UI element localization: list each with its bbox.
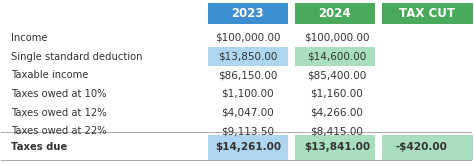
FancyBboxPatch shape (208, 3, 288, 24)
Text: $14,600.00: $14,600.00 (307, 51, 366, 62)
Text: Taxable income: Taxable income (11, 70, 88, 80)
FancyBboxPatch shape (295, 47, 374, 66)
Text: Taxes due: Taxes due (11, 142, 67, 152)
Text: $1,160.00: $1,160.00 (310, 89, 364, 99)
Text: Taxes owed at 10%: Taxes owed at 10% (11, 89, 106, 99)
Text: $100,000.00: $100,000.00 (304, 33, 370, 43)
Text: $9,113.50: $9,113.50 (221, 126, 274, 136)
FancyBboxPatch shape (208, 135, 288, 160)
Text: Taxes owed at 12%: Taxes owed at 12% (11, 108, 106, 117)
Text: $86,150.00: $86,150.00 (218, 70, 277, 80)
Text: $100,000.00: $100,000.00 (215, 33, 281, 43)
Text: $4,266.00: $4,266.00 (310, 108, 364, 117)
FancyBboxPatch shape (295, 135, 374, 160)
Text: 2023: 2023 (232, 7, 264, 20)
Text: Income: Income (11, 33, 47, 43)
Text: TAX CUT: TAX CUT (400, 7, 456, 20)
FancyBboxPatch shape (295, 3, 374, 24)
FancyBboxPatch shape (382, 135, 473, 160)
Text: $1,100.00: $1,100.00 (221, 89, 274, 99)
Text: $4,047.00: $4,047.00 (221, 108, 274, 117)
Text: $85,400.00: $85,400.00 (307, 70, 366, 80)
Text: Taxes owed at 22%: Taxes owed at 22% (11, 126, 106, 136)
FancyBboxPatch shape (208, 47, 288, 66)
Text: $14,261.00: $14,261.00 (215, 142, 281, 152)
Text: $13,841.00: $13,841.00 (304, 142, 370, 152)
Text: $13,850.00: $13,850.00 (218, 51, 277, 62)
Text: Single standard deduction: Single standard deduction (11, 51, 142, 62)
FancyBboxPatch shape (382, 3, 473, 24)
Text: $8,415.00: $8,415.00 (310, 126, 364, 136)
Text: -$420.00: -$420.00 (395, 142, 447, 152)
Text: 2024: 2024 (319, 7, 351, 20)
